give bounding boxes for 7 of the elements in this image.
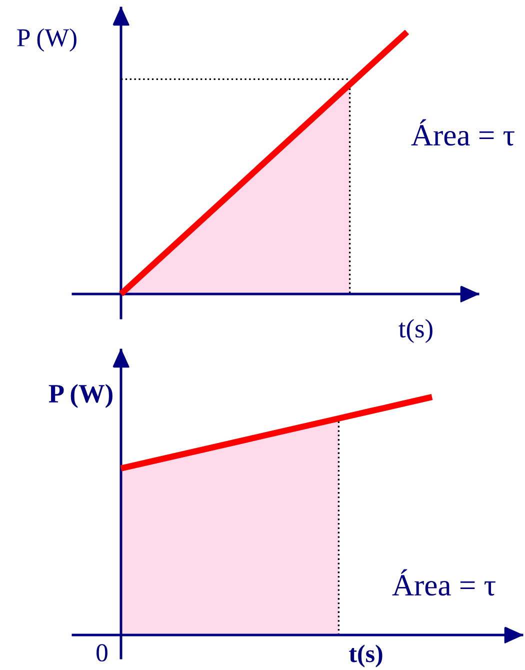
- y-axis-title: P (W): [17, 28, 76, 52]
- text: 0: [96, 644, 108, 662]
- annotation: Área = τ: [392, 569, 496, 596]
- y-axis-title: P (W): [48, 384, 112, 408]
- x-axis-title: t(s): [398, 319, 432, 343]
- x-axis-title: t(s): [349, 644, 382, 668]
- annotation: Área = τ: [411, 119, 514, 146]
